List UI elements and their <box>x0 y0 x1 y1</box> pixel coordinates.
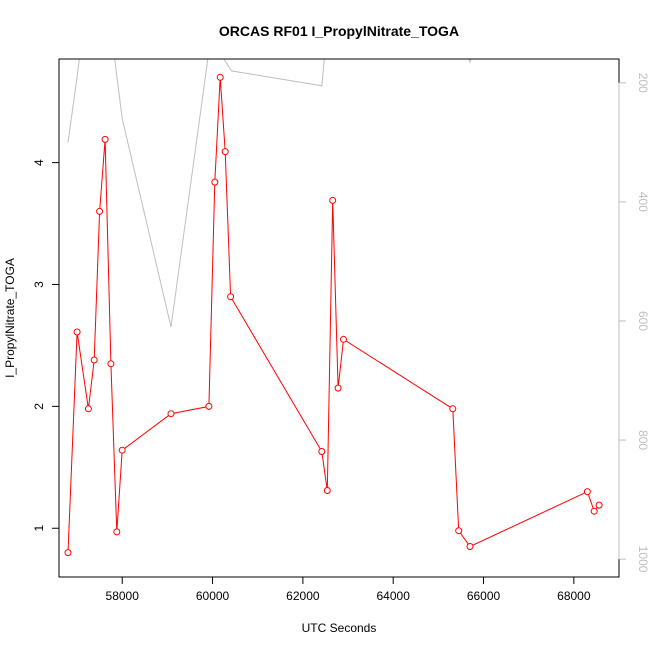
data-point <box>205 402 213 410</box>
data-point <box>211 178 219 186</box>
data-point <box>595 501 603 509</box>
secondary-series-line <box>67 59 472 328</box>
x-tick-label: 66000 <box>467 589 501 603</box>
data-point <box>113 528 121 536</box>
y2-tick-label: 200 <box>636 73 650 93</box>
x-tick-label: 62000 <box>286 589 320 603</box>
data-point <box>96 207 104 215</box>
x-axis: 58000 60000 62000 64000 66000 68000 <box>106 576 591 603</box>
y2-axis: 200 400 600 800 1000 <box>618 73 650 573</box>
data-point <box>216 73 224 81</box>
data-point <box>167 410 175 418</box>
data-point <box>73 328 81 336</box>
y-axis-label: I_PropylNitrate_TOGA <box>3 258 17 378</box>
data-point <box>466 543 474 550</box>
data-point <box>340 335 347 343</box>
data-point <box>64 549 72 557</box>
data-point <box>118 446 126 454</box>
y-tick-label: 1 <box>32 525 46 532</box>
chart-title: ORCAS RF01 I_PropylNitrate_TOGA <box>219 23 459 39</box>
data-point <box>455 527 463 535</box>
plot-frame <box>58 58 620 578</box>
y2-tick-label: 1000 <box>636 546 650 573</box>
data-point <box>221 148 229 156</box>
y-tick-label: 2 <box>32 403 46 410</box>
data-point <box>583 488 591 496</box>
data-point <box>329 196 337 204</box>
data-point <box>227 293 235 301</box>
data-point <box>449 405 457 413</box>
x-tick-label: 60000 <box>196 589 230 603</box>
y2-tick-label: 800 <box>636 430 650 450</box>
y-tick-label: 4 <box>32 159 46 166</box>
x-tick-label: 68000 <box>557 589 591 603</box>
primary-series <box>64 73 603 557</box>
secondary-series <box>67 59 472 328</box>
data-point <box>90 356 98 364</box>
data-point <box>323 487 331 494</box>
y-axis: 1 2 3 4 <box>32 159 60 532</box>
data-point <box>101 135 109 143</box>
data-point <box>334 384 342 392</box>
data-point <box>84 405 92 413</box>
y-tick-label: 3 <box>32 281 46 288</box>
x-tick-label: 64000 <box>377 589 411 603</box>
y2-tick-label: 400 <box>636 192 650 212</box>
x-tick-label: 58000 <box>106 589 140 603</box>
data-point <box>318 448 326 455</box>
primary-series-line <box>67 77 600 553</box>
data-point <box>107 360 115 368</box>
x-axis-label: UTC Seconds <box>302 621 377 635</box>
data-point <box>590 507 598 515</box>
y2-tick-label: 600 <box>636 311 650 331</box>
